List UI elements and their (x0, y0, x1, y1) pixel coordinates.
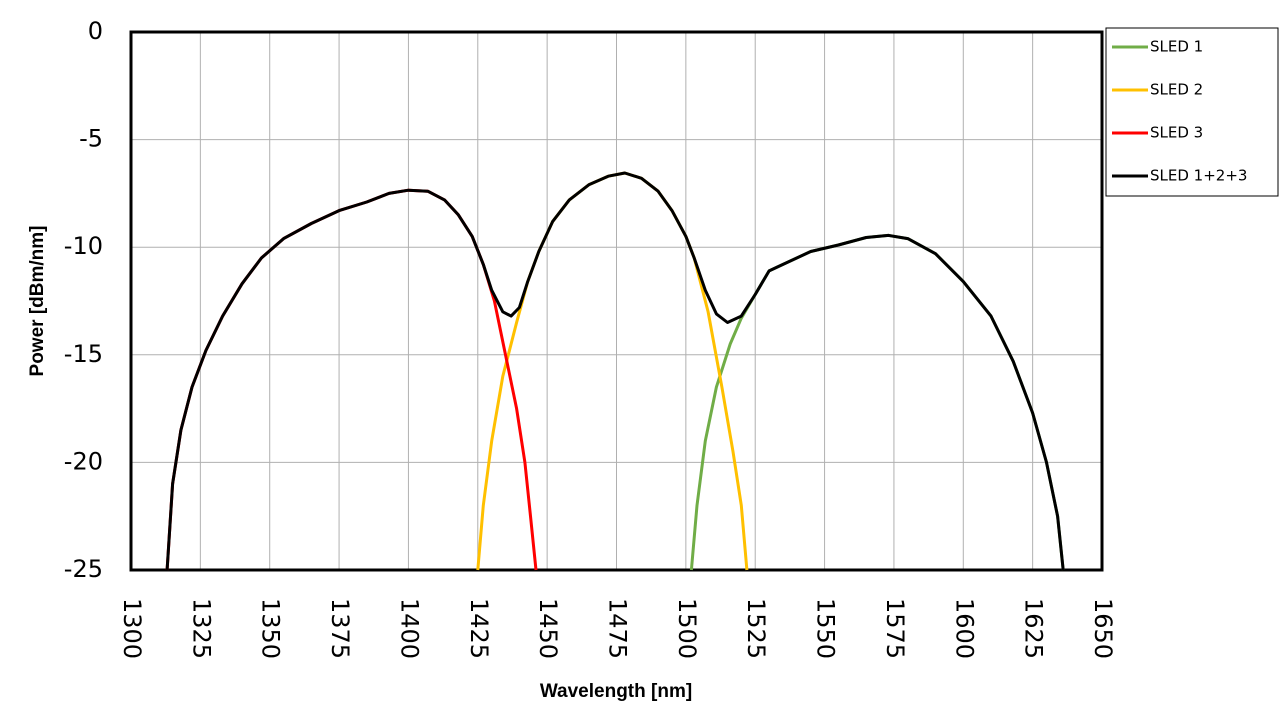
x-tick-label: 1600 (950, 598, 978, 659)
x-tick-label: 1500 (673, 598, 701, 659)
legend-box (1105, 27, 1279, 197)
legend-label: SLED 2 (1150, 81, 1203, 99)
legend-label: SLED 1+2+3 (1150, 167, 1247, 185)
x-tick-label: 1525 (742, 598, 770, 659)
legend-label: SLED 3 (1150, 124, 1203, 142)
x-tick-label: 1425 (465, 598, 493, 659)
series-line (165, 171, 1065, 571)
legend-label: SLED 1 (1150, 38, 1203, 56)
x-tick-label: 1300 (118, 598, 146, 659)
y-tick-label: -5 (79, 125, 103, 153)
x-tick-label: 1575 (881, 598, 909, 659)
y-tick-label: -15 (64, 340, 103, 368)
y-axis-label: Power [dBm/nm] (27, 226, 48, 377)
x-tick-label: 1650 (1089, 598, 1117, 659)
x-tick-label: 1350 (257, 598, 285, 659)
x-tick-label: 1325 (187, 598, 215, 659)
y-tick-label: 0 (88, 17, 103, 45)
x-tick-label: 1450 (534, 598, 562, 659)
x-tick-label: 1400 (395, 598, 423, 659)
x-tick-label: 1625 (1020, 598, 1048, 659)
x-axis-label: Wavelength [nm] (540, 681, 692, 702)
x-tick-label: 1475 (604, 598, 632, 659)
y-tick-label: -10 (64, 232, 103, 260)
y-tick-label: -20 (64, 447, 103, 475)
series-line (689, 233, 1065, 571)
y-tick-label: -25 (64, 555, 103, 583)
series-line (476, 171, 749, 571)
x-tick-label: 1550 (812, 598, 840, 659)
x-tick-label: 1375 (326, 598, 354, 659)
plot-border (129, 30, 1104, 572)
